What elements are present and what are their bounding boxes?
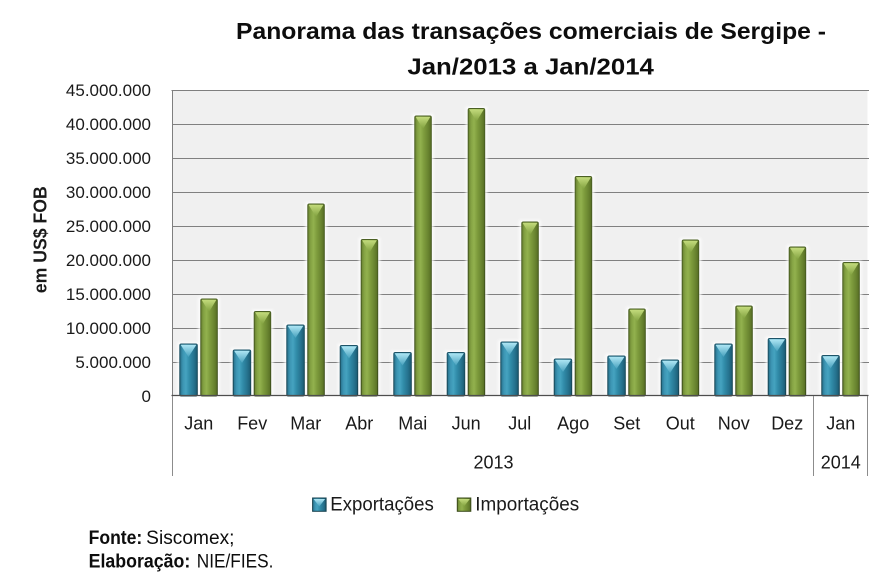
svg-text:Jul: Jul [508, 414, 531, 434]
svg-text:Jan: Jan [826, 414, 855, 434]
svg-text:15.000.000: 15.000.000 [66, 285, 151, 304]
svg-text:Mar: Mar [290, 414, 321, 434]
svg-text:Dez: Dez [771, 414, 803, 434]
svg-text:Elaboração:: Elaboração: [89, 552, 191, 573]
svg-text:Abr: Abr [345, 414, 373, 434]
svg-text:2014: 2014 [821, 453, 861, 473]
svg-text:40.000.000: 40.000.000 [66, 115, 151, 134]
svg-text:Fonte:: Fonte: [89, 528, 143, 549]
svg-text:10.000.000: 10.000.000 [66, 319, 151, 338]
svg-text:Jan: Jan [184, 414, 213, 434]
svg-text:Out: Out [666, 414, 695, 434]
svg-text:Jan/2013 a Jan/2014: Jan/2013 a Jan/2014 [407, 54, 654, 80]
svg-text:45.000.000: 45.000.000 [66, 81, 151, 100]
svg-text:Ago: Ago [557, 414, 589, 434]
svg-text:Mai: Mai [398, 414, 427, 434]
svg-text:Importações: Importações [475, 495, 579, 516]
svg-text:Set: Set [613, 414, 640, 434]
svg-text:5.000.000: 5.000.000 [75, 353, 151, 372]
svg-text:30.000.000: 30.000.000 [66, 183, 151, 202]
svg-text:0: 0 [142, 387, 151, 406]
svg-text:Siscomex;: Siscomex; [146, 528, 234, 549]
svg-text:Nov: Nov [718, 414, 750, 434]
svg-text:2013: 2013 [473, 453, 513, 473]
svg-text:Panorama das transações comerc: Panorama das transações comerciais de Se… [236, 18, 826, 44]
svg-text:Fev: Fev [237, 414, 267, 434]
svg-text:35.000.000: 35.000.000 [66, 149, 151, 168]
svg-text:Jun: Jun [452, 414, 481, 434]
svg-text:em US$ FOB: em US$ FOB [30, 186, 50, 293]
svg-text:NIE/FIES.: NIE/FIES. [197, 552, 274, 573]
svg-text:25.000.000: 25.000.000 [66, 217, 151, 236]
svg-text:Exportações: Exportações [330, 495, 434, 516]
svg-text:20.000.000: 20.000.000 [66, 251, 151, 270]
